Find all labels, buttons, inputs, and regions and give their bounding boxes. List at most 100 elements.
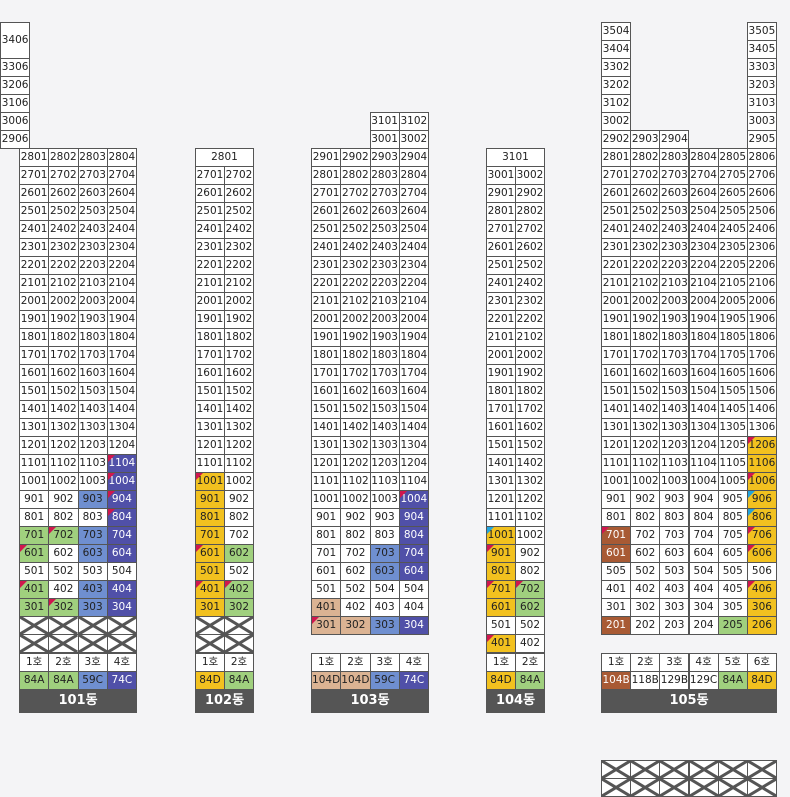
unit-cell: 2102: [340, 291, 371, 311]
unit-cell: 2601: [486, 237, 516, 257]
unit-cell: 2206: [746, 255, 777, 275]
unit-cell: 501: [486, 615, 516, 635]
unit-cell: 2702: [48, 165, 79, 185]
unit-cell: 601: [19, 543, 50, 563]
unit-cell: 1204: [106, 435, 137, 455]
unit-cell: 2803: [77, 147, 108, 167]
unit-cell: 2402: [515, 273, 545, 293]
unit-cell: 2801: [19, 147, 50, 167]
unit-cell: 2502: [48, 201, 79, 221]
unit-cell: 2202: [224, 255, 254, 275]
unit-cell: 2602: [340, 201, 371, 221]
unit-cell: 1506: [746, 381, 777, 401]
unit-cell: 1802: [630, 327, 661, 347]
unit-cell: 703: [659, 525, 690, 545]
unit-cell: 1401: [486, 453, 516, 473]
unit-cell: 2501: [19, 201, 50, 221]
unit-cell: 3006: [0, 111, 31, 131]
unit-cell: 1906: [746, 309, 777, 329]
unit-cell: 1504: [106, 381, 137, 401]
unit-cell: 2202: [515, 309, 545, 329]
unit-type: 104B: [601, 671, 632, 690]
unit-cell: 801: [601, 507, 632, 527]
unit-cell: 2501: [601, 201, 632, 221]
unit-number: 1호: [195, 653, 225, 672]
unit-cell: 2401: [311, 237, 342, 257]
unit-cell: 1703: [369, 363, 400, 383]
unit-cell: 2101: [486, 327, 516, 347]
unit-cell: 1704: [398, 363, 429, 383]
unit-cell: 3404: [601, 39, 632, 59]
unit-cell: 302: [630, 597, 661, 617]
unit-cell: 2603: [369, 201, 400, 221]
unit-cell: 2501: [195, 201, 225, 221]
unit-cell: 3303: [746, 57, 777, 77]
unit-cell: 903: [77, 489, 108, 509]
unit-cell: 1702: [630, 345, 661, 365]
unit-cell: 603: [659, 543, 690, 563]
unit-number: 3호: [659, 653, 690, 672]
unit-cell: 1102: [515, 507, 545, 527]
unit-cell: 601: [601, 543, 632, 563]
unit-cell: 1003: [77, 471, 108, 491]
unit-cell: 502: [224, 561, 254, 581]
unit-cell: 2701: [195, 165, 225, 185]
unit-cell: 1005: [717, 471, 748, 491]
unit-cell: 306: [746, 597, 777, 617]
unit-cell: 701: [486, 579, 516, 599]
unit-cell: 1602: [224, 363, 254, 383]
unit-cell: 2202: [340, 273, 371, 293]
unit-cell: 2704: [106, 165, 137, 185]
corner-marker: [747, 490, 755, 498]
unit-cell: 2203: [77, 255, 108, 275]
unit-type: 84D: [486, 671, 516, 690]
unit-cell: 2303: [369, 255, 400, 275]
unit-cell: 1505: [717, 381, 748, 401]
unit-cell: 1402: [515, 453, 545, 473]
unit-cell: 901: [195, 489, 225, 509]
unit-number: 4호: [688, 653, 719, 672]
unit-cell: 1502: [224, 381, 254, 401]
unit-cell: 2204: [398, 273, 429, 293]
unit-cell: 2703: [369, 183, 400, 203]
unit-cell: 2403: [369, 237, 400, 257]
unit-cell: 204: [688, 615, 719, 635]
unit-cell: 1401: [311, 417, 342, 437]
unit-cell: 606: [746, 543, 777, 563]
unit-cell: 505: [601, 561, 632, 581]
unit-cell: 301: [311, 615, 342, 635]
unit-cell: 304: [688, 597, 719, 617]
unit-cell: 3203: [746, 75, 777, 95]
unit-cell: 2204: [688, 255, 719, 275]
unit-cell: 406: [746, 579, 777, 599]
unit-cell: 1603: [77, 363, 108, 383]
unit-cell: 702: [630, 525, 661, 545]
unit-cell: 602: [630, 543, 661, 563]
corner-marker: [49, 598, 57, 606]
unit-cell: 1702: [224, 345, 254, 365]
unit-cell: 1702: [48, 345, 79, 365]
unit-cell: 1502: [340, 399, 371, 419]
unit-cell: 1301: [195, 417, 225, 437]
unit-cell: 1902: [515, 363, 545, 383]
unit-cell: 701: [195, 525, 225, 545]
unit-cell: 305: [717, 597, 748, 617]
unit-cell: 501: [311, 579, 342, 599]
unit-number: 1호: [311, 653, 342, 672]
unit-cell: 1301: [311, 435, 342, 455]
unit-cell: 1204: [398, 453, 429, 473]
unit-cell: 1501: [486, 435, 516, 455]
unit-cell: 1803: [77, 327, 108, 347]
unit-cell: 1802: [48, 327, 79, 347]
unit-type: 84A: [48, 671, 79, 690]
pilotis-cell: [746, 777, 777, 797]
unit-cell: 1604: [106, 363, 137, 383]
unit-cell: 1302: [630, 417, 661, 437]
unit-cell: 402: [48, 579, 79, 599]
unit-cell: 1501: [311, 399, 342, 419]
unit-cell: 2101: [311, 291, 342, 311]
unit-cell: 2303: [77, 237, 108, 257]
unit-cell: 1601: [195, 363, 225, 383]
unit-cell: 1305: [717, 417, 748, 437]
unit-cell: 2402: [224, 219, 254, 239]
